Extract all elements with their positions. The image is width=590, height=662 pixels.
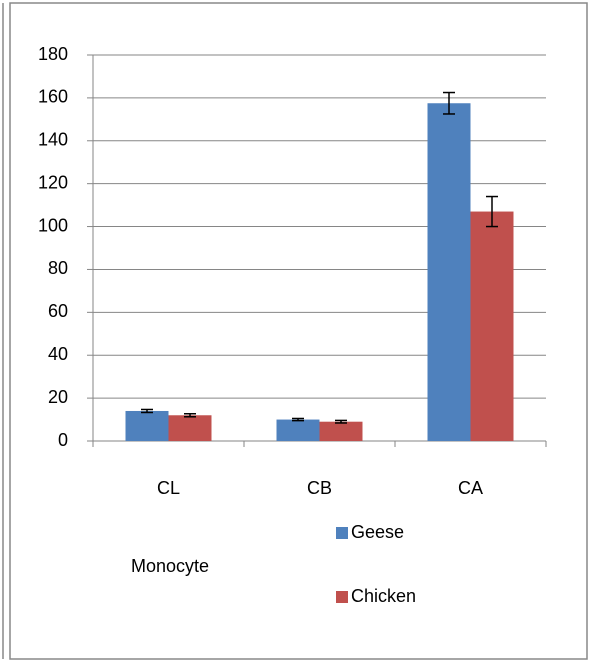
- error-bar: [335, 419, 347, 424]
- x-axis-label: Monocyte: [131, 556, 209, 576]
- y-tick-label: 140: [38, 130, 68, 150]
- x-tick-label: CL: [157, 478, 180, 498]
- legend-swatch: [336, 591, 348, 603]
- bar: [125, 410, 169, 441]
- bar: [276, 419, 320, 441]
- bar: [427, 103, 471, 441]
- y-tick-label: 0: [58, 430, 68, 450]
- error-bar: [443, 91, 455, 115]
- legend-label: Chicken: [351, 586, 416, 606]
- y-tick-label: 40: [48, 344, 68, 364]
- bar: [470, 211, 514, 441]
- y-tick-label: 60: [48, 301, 68, 321]
- bar: [168, 415, 212, 441]
- error-bar: [184, 413, 196, 418]
- y-tick-label: 20: [48, 387, 68, 407]
- x-tick-label: CA: [458, 478, 483, 498]
- y-tick-label: 160: [38, 87, 68, 107]
- bar: [319, 421, 363, 441]
- y-tick-label: 120: [38, 172, 68, 192]
- error-bar: [292, 417, 304, 422]
- legend-swatch: [336, 527, 348, 539]
- y-tick-label: 80: [48, 258, 68, 278]
- error-bar: [486, 195, 498, 228]
- y-tick-label: 180: [38, 44, 68, 64]
- x-tick-label: CB: [307, 478, 332, 498]
- error-bar: [141, 408, 153, 414]
- chart-border: [9, 2, 588, 660]
- y-tick-label: 100: [38, 215, 68, 235]
- legend-label: Geese: [351, 522, 404, 542]
